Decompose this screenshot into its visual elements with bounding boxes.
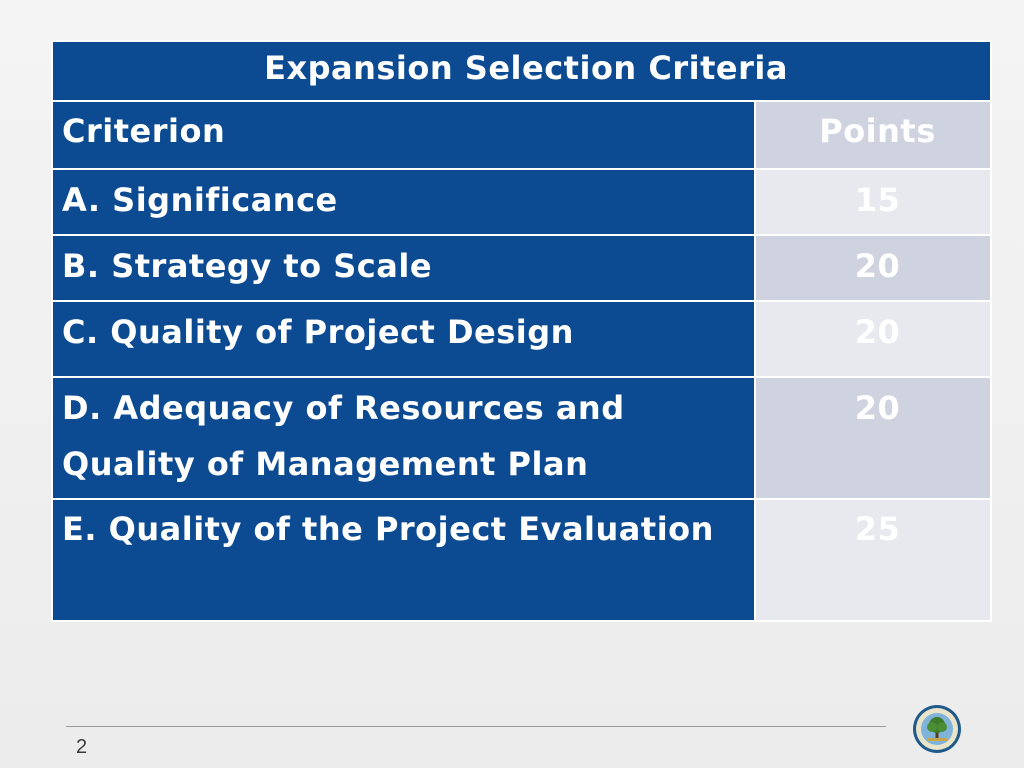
table-row: C. Quality of Project Design 20 [51,300,992,378]
criteria-table: Expansion Selection Criteria Criterion P… [51,40,992,622]
table-title: Expansion Selection Criteria [51,40,992,102]
table-row: E. Quality of the Project Evaluation 25 [51,498,992,622]
department-of-education-seal-icon [913,705,961,753]
points-cell: 20 [754,234,992,302]
points-cell: 20 [754,376,992,500]
table-title-row: Expansion Selection Criteria [51,40,992,102]
table-row: A. Significance 15 [51,168,992,236]
criterion-cell: A. Significance [51,168,756,236]
header-points: Points [754,100,992,170]
points-cell: 15 [754,168,992,236]
header-criterion: Criterion [51,100,756,170]
points-cell: 25 [754,498,992,622]
table-row: D. Adequacy of Resources and Quality of … [51,376,992,500]
page-number: 2 [76,736,88,758]
criterion-cell: D. Adequacy of Resources and Quality of … [51,376,756,500]
table-header-row: Criterion Points [51,100,992,170]
criterion-cell: C. Quality of Project Design [51,300,756,378]
footer-divider [66,726,886,727]
table-row: B. Strategy to Scale 20 [51,234,992,302]
points-cell: 20 [754,300,992,378]
criterion-cell: B. Strategy to Scale [51,234,756,302]
criterion-cell: E. Quality of the Project Evaluation [51,498,756,622]
